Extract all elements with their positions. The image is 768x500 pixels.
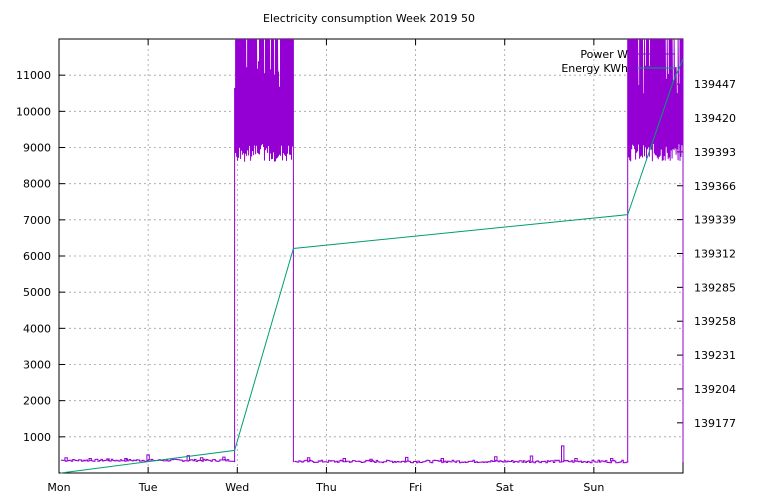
right-tick-label: 139339 — [694, 214, 736, 227]
right-tick-label: 139366 — [694, 180, 736, 193]
right-tick-label: 139312 — [694, 247, 736, 260]
series-power-w — [60, 38, 684, 464]
power-segment-2 — [294, 445, 629, 464]
x-tick-label: Mon — [47, 481, 70, 494]
x-tick-label: Sun — [583, 481, 604, 494]
right-tick-label: 139204 — [694, 383, 736, 396]
left-tick-label: 4000 — [23, 322, 51, 335]
left-tick-label: 7000 — [23, 214, 51, 227]
left-tick-label: 3000 — [23, 359, 51, 372]
power-segment-0 — [60, 454, 236, 462]
right-tick-label: 139177 — [694, 417, 736, 430]
series-energy-kwh — [60, 58, 684, 474]
right-tick-label: 139258 — [694, 315, 736, 328]
left-tick-label: 1000 — [23, 431, 51, 444]
left-tick-label: 10000 — [16, 105, 51, 118]
left-tick-label: 9000 — [23, 142, 51, 155]
chart-title: Electricity consumption Week 2019 50 — [263, 12, 475, 25]
left-tick-label: 8000 — [23, 178, 51, 191]
x-tick-label: Wed — [225, 481, 249, 494]
left-tick-label: 5000 — [23, 286, 51, 299]
x-ticks: Mon Tue Wed Thu Fri Sat Sun — [47, 39, 604, 494]
legend-label: Power W — [580, 48, 628, 61]
x-tick-label: Thu — [315, 481, 337, 494]
right-tick-label: 139285 — [694, 281, 736, 294]
right-tick-label: 139420 — [694, 112, 736, 125]
x-tick-label: Sat — [496, 481, 515, 494]
x-tick-label: Fri — [409, 481, 422, 494]
power-segment-1 — [234, 38, 294, 463]
legend-label: Energy KWh — [561, 62, 628, 75]
left-tick-label: 11000 — [16, 69, 51, 82]
right-tick-label: 139447 — [694, 78, 736, 91]
left-tick-label: 2000 — [23, 395, 51, 408]
grid-lines — [59, 39, 683, 473]
right-tick-label: 139393 — [694, 146, 736, 159]
right-y-ticks: 139177 139204 139231 139258 139285 139312 1393… — [677, 78, 736, 430]
x-tick-label: Tue — [138, 481, 158, 494]
plot-series — [60, 38, 684, 474]
left-y-ticks: 1000 2000 3000 4000 5000 6000 7000 8000 9000 1000… — [16, 69, 65, 444]
energy-line — [60, 58, 684, 474]
power-segment-3 — [627, 38, 684, 463]
right-tick-label: 139231 — [694, 349, 736, 362]
left-tick-label: 6000 — [23, 250, 51, 263]
